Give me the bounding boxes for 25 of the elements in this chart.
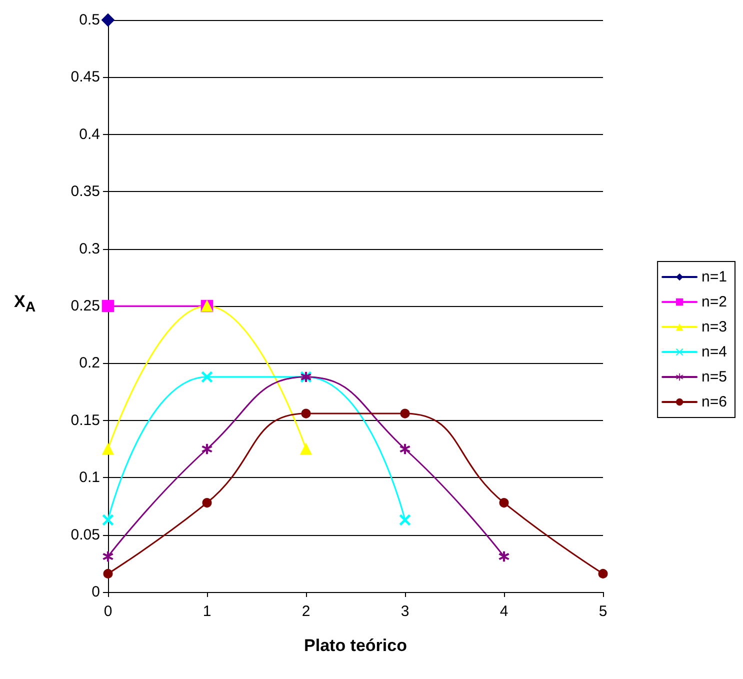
y-tick-label: 0.05 bbox=[70, 526, 100, 544]
x-tick-label: 2 bbox=[302, 603, 310, 620]
x-tick-label: 4 bbox=[500, 603, 508, 620]
legend-label: n=5 bbox=[702, 368, 728, 386]
y-axis-title: X$_{A}$ bbox=[14, 292, 36, 316]
y-tick-label: 0.25 bbox=[70, 298, 100, 314]
y-tick-label: 0.4 bbox=[79, 126, 100, 143]
legend-label: n=6 bbox=[702, 394, 728, 410]
y-tick-label: 0.3 bbox=[79, 240, 100, 258]
x-tick-label: 3 bbox=[400, 603, 410, 620]
y-tick-label: 0 bbox=[92, 584, 100, 600]
legend-label: n=2 bbox=[702, 294, 728, 310]
y-tick-label: 0.45 bbox=[70, 68, 100, 86]
legend-label: n=1 bbox=[702, 268, 728, 286]
x-tick-label: 1 bbox=[202, 603, 212, 620]
legend-label: n=3 bbox=[702, 318, 728, 336]
legend-label: n=4 bbox=[702, 344, 728, 360]
y-tick-label: 0.2 bbox=[79, 354, 100, 372]
y-tick-label: 0.35 bbox=[70, 183, 100, 200]
x-tick-label: 0 bbox=[104, 603, 112, 620]
y-tick-label: 0.1 bbox=[79, 469, 100, 486]
x-tick-label: 5 bbox=[598, 603, 608, 620]
y-tick-label: 0.15 bbox=[70, 412, 100, 429]
x-axis-title: Plato teórico bbox=[304, 636, 407, 655]
y-tick-label: 0.5 bbox=[79, 12, 100, 28]
